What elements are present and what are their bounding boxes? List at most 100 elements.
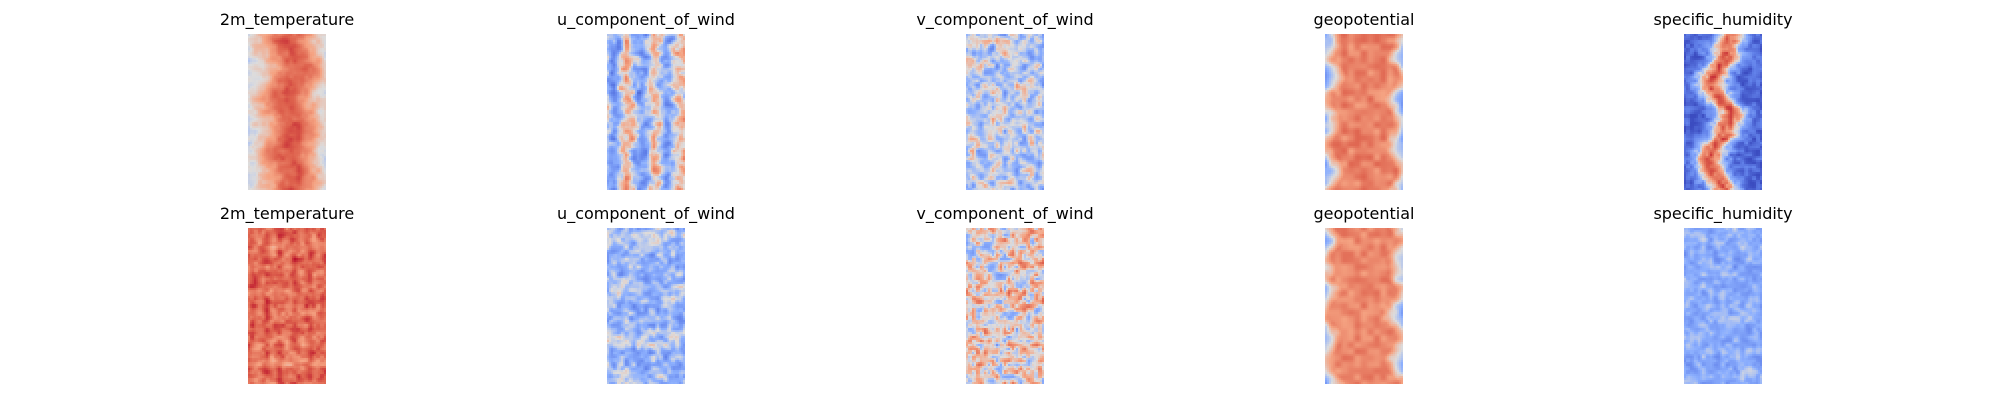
heatmap-cell xyxy=(655,46,658,49)
heatmap-cell xyxy=(280,74,283,77)
heatmap-cell xyxy=(673,124,676,127)
heatmap-cell xyxy=(278,154,281,157)
heatmap-cell xyxy=(302,36,305,39)
heatmap-cell xyxy=(627,124,630,127)
heatmap-cell xyxy=(633,80,636,83)
heatmap-cell xyxy=(286,54,289,57)
heatmap-cell xyxy=(264,72,267,75)
heatmap-cell xyxy=(639,114,642,117)
heatmap-cell xyxy=(679,124,682,127)
heatmap-cell xyxy=(304,38,307,41)
heatmap-cell xyxy=(254,56,257,59)
heatmap-cell xyxy=(282,86,285,89)
heatmap-cell xyxy=(653,74,656,77)
heatmap-cell xyxy=(312,130,315,133)
heatmap-cell xyxy=(304,138,307,141)
heatmap-cell xyxy=(669,130,672,133)
heatmap-cell xyxy=(264,168,267,171)
heatmap-cell xyxy=(681,50,684,53)
heatmap-cell xyxy=(280,40,283,43)
heatmap-cell xyxy=(647,74,650,77)
heatmap-cell xyxy=(278,64,281,67)
heatmap-cell xyxy=(613,122,616,125)
heatmap-cell xyxy=(320,52,323,55)
heatmap-cell xyxy=(665,36,668,39)
heatmap-cell xyxy=(294,58,297,61)
heatmap-cell xyxy=(250,86,253,89)
heatmap-cell xyxy=(268,138,271,141)
heatmap-cell xyxy=(310,72,313,75)
heatmap-cell xyxy=(286,150,289,153)
heatmap-cell xyxy=(294,46,297,49)
heatmap-cell xyxy=(274,80,277,83)
heatmap-cell xyxy=(639,74,642,77)
heatmap-cell xyxy=(324,112,326,115)
heatmap-cell xyxy=(318,36,321,39)
heatmap-cell xyxy=(298,184,301,187)
heatmap-cell xyxy=(314,46,317,49)
heatmap-cell xyxy=(609,94,612,97)
heatmap-cell xyxy=(625,98,628,101)
heatmap-cell xyxy=(324,88,326,91)
heatmap-cell xyxy=(314,80,317,83)
heatmap-cell xyxy=(284,46,287,49)
heatmap-cell xyxy=(641,44,644,47)
heatmap-cell xyxy=(627,54,630,57)
heatmap-cell xyxy=(266,172,269,175)
heatmap-cell xyxy=(266,104,269,107)
heatmap-cell xyxy=(248,132,251,135)
heatmap-cell xyxy=(669,72,672,75)
heatmap-cell xyxy=(649,118,652,121)
heatmap-cell xyxy=(615,60,618,63)
heatmap-cell xyxy=(252,44,255,47)
heatmap-cell xyxy=(266,168,269,171)
heatmap-cell xyxy=(322,56,325,59)
heatmap-cell xyxy=(288,36,291,39)
heatmap-cell xyxy=(619,86,622,89)
heatmap-cell xyxy=(266,50,269,53)
heatmap-cell xyxy=(306,126,309,129)
heatmap-cell xyxy=(310,170,313,173)
heatmap-cell xyxy=(609,92,612,95)
heatmap-cell xyxy=(258,114,261,117)
heatmap-cell xyxy=(673,64,676,67)
heatmap-cell xyxy=(278,46,281,49)
heatmap-cell xyxy=(623,88,626,91)
heatmap-cell xyxy=(314,68,317,71)
heatmap-cell xyxy=(681,48,684,51)
heatmap-cell xyxy=(667,84,670,87)
heatmap-cell xyxy=(627,94,630,97)
heatmap-cell xyxy=(669,110,672,113)
heatmap-cell xyxy=(278,58,281,61)
heatmap-cell xyxy=(286,124,289,127)
heatmap-cell xyxy=(318,188,321,190)
heatmap-cell xyxy=(665,60,668,63)
heatmap-cell xyxy=(296,124,299,127)
heatmap-cell xyxy=(681,86,684,89)
heatmap-cell xyxy=(272,122,275,125)
heatmap-cell xyxy=(274,102,277,105)
heatmap-cell xyxy=(282,78,285,81)
heatmap-cell xyxy=(302,64,305,67)
heatmap-cell xyxy=(268,186,271,189)
heatmap-cell xyxy=(655,38,658,41)
heatmap-cell xyxy=(627,130,630,133)
heatmap-cell xyxy=(663,80,666,83)
heatmap-cell xyxy=(324,104,326,107)
heatmap-cell xyxy=(292,160,295,163)
heatmap-cell xyxy=(643,118,646,121)
heatmap-cell xyxy=(318,106,321,109)
heatmap-cell xyxy=(266,34,269,37)
heatmap-cell xyxy=(679,68,682,71)
heatmap-cell xyxy=(252,154,255,157)
heatmap-cell xyxy=(314,108,317,111)
heatmap-cell xyxy=(300,128,303,131)
heatmap-cell xyxy=(675,122,678,125)
heatmap-cell xyxy=(312,144,315,147)
heatmap-cell xyxy=(316,132,319,135)
heatmap-cell xyxy=(274,84,277,87)
heatmap-cell xyxy=(665,114,668,117)
heatmap-cell xyxy=(645,44,648,47)
heatmap-cell xyxy=(649,102,652,105)
heatmap-cell xyxy=(657,68,660,71)
